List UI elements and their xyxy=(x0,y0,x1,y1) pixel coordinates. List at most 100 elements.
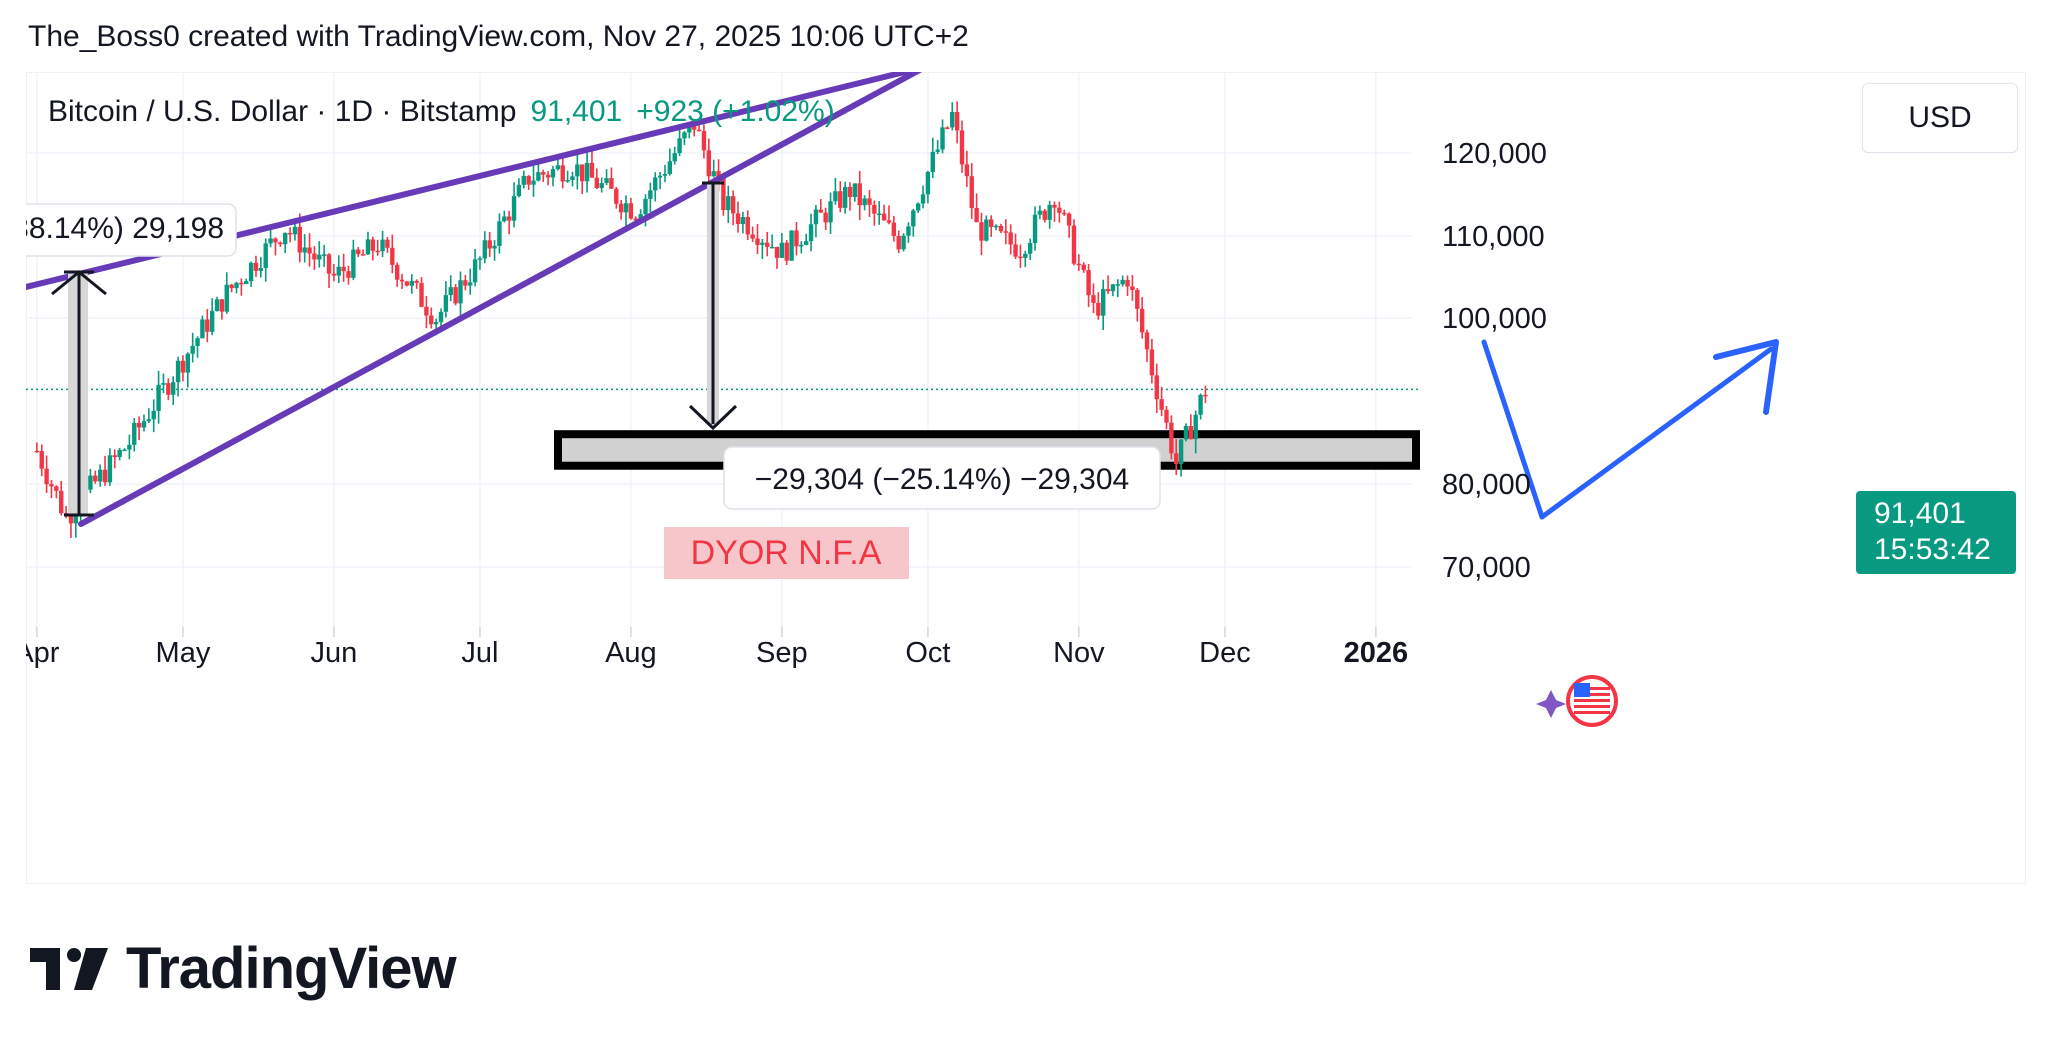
candle-body xyxy=(97,469,103,482)
candle-body xyxy=(341,266,346,272)
candle-body xyxy=(307,247,312,254)
candle-body xyxy=(419,282,424,307)
candle-body xyxy=(993,225,999,228)
candle-body xyxy=(672,153,677,162)
candle-body xyxy=(321,254,327,256)
tradingview-watermark[interactable]: TradingView xyxy=(30,935,457,1002)
candle-body xyxy=(326,254,332,274)
candle-body xyxy=(828,201,833,223)
candlesticks xyxy=(34,101,1208,538)
candle-body xyxy=(1076,263,1082,266)
candle-body xyxy=(891,222,897,236)
price-tag-value: 91,401 xyxy=(1874,497,1966,530)
candle-body xyxy=(68,515,74,524)
price-chart[interactable]: 3 (38.14%) 29,198 −29,304 (−25.14%) −29,3… xyxy=(26,72,2026,884)
candle-body xyxy=(964,164,970,177)
candle-body xyxy=(735,213,741,225)
sparkle-icon xyxy=(1536,690,1566,718)
price-tag-countdown: 15:53:42 xyxy=(1874,533,1991,566)
candle-body xyxy=(677,138,682,154)
candle-body xyxy=(448,287,453,296)
candle-body xyxy=(370,239,376,251)
candle-body xyxy=(886,220,892,223)
candle-body xyxy=(365,239,371,255)
candle-body xyxy=(1101,289,1106,316)
candle-body xyxy=(857,183,862,206)
candle-body xyxy=(385,239,390,248)
candle-body xyxy=(959,130,965,165)
candle-body xyxy=(687,124,692,133)
candle-body xyxy=(526,175,531,185)
candle-body xyxy=(195,338,200,346)
candle-body xyxy=(34,450,40,453)
wedge-lower-line xyxy=(78,72,923,527)
candle-body xyxy=(872,204,877,214)
candle-body xyxy=(633,218,638,221)
candle-body xyxy=(599,183,604,189)
candle-body xyxy=(852,183,858,197)
candle-body xyxy=(375,250,380,253)
candle-body xyxy=(628,203,634,219)
candle-body xyxy=(638,214,643,221)
candle-body xyxy=(833,191,838,202)
candle-body xyxy=(136,422,142,428)
candle-body xyxy=(521,175,526,185)
candle-body xyxy=(244,281,249,285)
y-tick-label: 100,000 xyxy=(1442,303,1547,335)
candle-body xyxy=(200,319,205,339)
candle-body xyxy=(760,242,765,245)
candle-body xyxy=(472,259,478,283)
candle-body xyxy=(803,241,809,245)
candle-body xyxy=(998,225,1004,232)
candle-body xyxy=(794,230,799,247)
candle-body xyxy=(867,198,872,205)
last-price-tag: 91,401 15:53:42 xyxy=(1856,491,2016,574)
x-tick-label: Oct xyxy=(905,637,950,669)
candle-body xyxy=(555,165,561,170)
candle-body xyxy=(248,262,254,282)
candle-body xyxy=(414,280,419,283)
candle-body xyxy=(351,249,356,278)
candle-body xyxy=(560,165,565,182)
candle-body xyxy=(1193,414,1198,440)
candle-body xyxy=(974,208,979,223)
candle-body xyxy=(1003,231,1009,233)
candle-body xyxy=(1052,204,1057,208)
candle-body xyxy=(618,203,624,213)
candle-body xyxy=(1105,289,1111,292)
candle-body xyxy=(497,221,502,246)
candle-body xyxy=(589,162,595,178)
price-axis: 70,000 80,000 100,000 110,000 120,000 xyxy=(1442,138,1547,584)
candle-body xyxy=(209,311,215,332)
candle-body xyxy=(156,384,161,411)
candle-body xyxy=(1139,308,1145,333)
candle-body xyxy=(989,219,994,228)
candle-body xyxy=(73,515,79,524)
x-tick-label: May xyxy=(156,637,211,669)
candle-body xyxy=(1154,375,1159,400)
x-tick-label: Nov xyxy=(1053,637,1105,669)
candle-body xyxy=(842,186,848,208)
measure-left-arrowhead xyxy=(51,270,107,296)
candle-body xyxy=(1071,225,1077,264)
candle-body xyxy=(721,177,726,211)
candle-body xyxy=(107,455,113,483)
candle-body xyxy=(614,188,619,204)
candle-body xyxy=(808,224,814,242)
candle-body xyxy=(166,383,171,395)
symbol-legend[interactable]: Bitcoin / U.S. Dollar · 1D · Bitstamp 91,… xyxy=(48,95,835,129)
x-tick-label: 2026 xyxy=(1344,637,1409,669)
measure-left-label: 3 (38.14%) 29,198 xyxy=(26,212,224,245)
candle-body xyxy=(44,468,49,485)
candle-body xyxy=(682,132,687,139)
candle-body xyxy=(1086,270,1091,296)
candle-body xyxy=(190,345,195,354)
candle-body xyxy=(643,198,648,215)
candle-body xyxy=(458,280,463,304)
candle-body xyxy=(818,209,823,213)
candle-body xyxy=(1023,253,1028,258)
currency-button[interactable]: USD xyxy=(1862,83,2018,153)
tradingview-logo-icon xyxy=(30,947,108,990)
candle-body xyxy=(506,216,512,221)
candle-body xyxy=(653,177,658,191)
